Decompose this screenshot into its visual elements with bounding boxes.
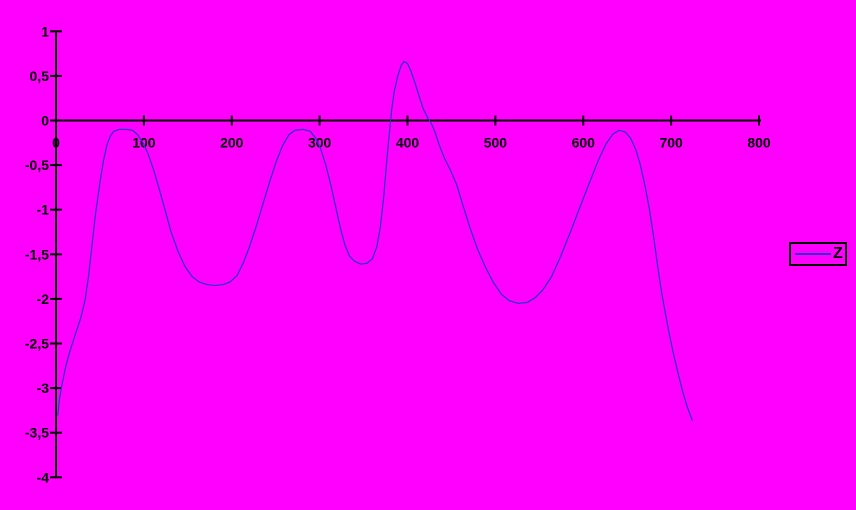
y-tick-label: -1,5 xyxy=(25,246,49,262)
x-tick-label: 100 xyxy=(132,135,156,151)
y-tick-label: -4 xyxy=(37,469,50,485)
x-tick-label: 700 xyxy=(659,135,683,151)
y-tick-label: -2,5 xyxy=(25,336,49,352)
x-tick-label: 200 xyxy=(220,135,244,151)
x-tick-label: 0 xyxy=(52,135,60,151)
x-tick-label: 600 xyxy=(572,135,596,151)
x-tick-label: 500 xyxy=(484,135,508,151)
x-tick-label: 800 xyxy=(747,135,771,151)
y-tick-label: -3 xyxy=(37,380,50,396)
y-tick-label: 1 xyxy=(41,23,49,39)
y-tick-label: 0 xyxy=(41,113,49,129)
y-tick-label: 0,5 xyxy=(30,68,50,84)
x-tick-label: 400 xyxy=(396,135,420,151)
curve-z xyxy=(57,60,693,421)
y-tick-label: -1 xyxy=(37,202,50,218)
legend-line-sample xyxy=(795,253,831,255)
x-tick-label: 300 xyxy=(308,135,332,151)
legend-box: Z xyxy=(789,242,847,266)
y-tick-label: -3,5 xyxy=(25,425,49,441)
y-tick-label: -2 xyxy=(37,291,50,307)
y-tick-label: -0,5 xyxy=(25,157,49,173)
legend-label: Z xyxy=(833,245,843,262)
